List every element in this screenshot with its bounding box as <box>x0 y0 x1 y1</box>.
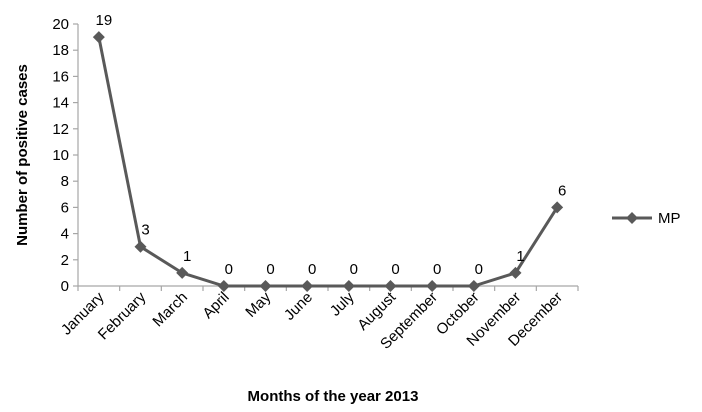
data-label: 0 <box>266 261 274 278</box>
y-axis: 0 2 4 6 8 10 12 14 16 18 20 <box>52 16 79 295</box>
x-axis-title: Months of the year 2013 <box>248 388 419 405</box>
data-point-marker <box>217 280 230 292</box>
data-point-marker <box>176 266 189 279</box>
data-label: 0 <box>308 261 316 278</box>
data-point-marker <box>259 280 272 292</box>
y-tick-label: 16 <box>52 68 69 85</box>
legend-label: MP <box>658 210 681 227</box>
series-line <box>97 36 559 288</box>
legend: MP <box>612 210 681 227</box>
y-tick-label: 6 <box>61 199 69 216</box>
data-point-marker <box>384 280 397 292</box>
data-point-marker <box>509 266 522 279</box>
data-label: 0 <box>391 261 399 278</box>
data-point-marker <box>301 280 314 292</box>
data-label: 0 <box>350 261 358 278</box>
series-mp <box>92 31 564 292</box>
data-point-marker <box>426 280 439 292</box>
x-tick-label: March <box>149 289 190 330</box>
x-tick-label: May <box>242 288 274 320</box>
y-tick-label: 4 <box>61 226 69 243</box>
data-label: 0 <box>433 261 441 278</box>
y-axis-title: Number of positive cases <box>14 64 31 246</box>
y-tick-label: 18 <box>52 42 69 59</box>
data-label: 1 <box>516 248 524 265</box>
data-label: 1 <box>183 248 191 265</box>
data-label: 19 <box>95 12 112 29</box>
data-label: 0 <box>225 261 233 278</box>
y-tick-label: 0 <box>61 278 69 295</box>
x-tick-label: June <box>281 289 316 324</box>
data-point-marker <box>551 201 564 214</box>
data-labels: 19 3 1 0 0 0 0 0 0 0 1 6 <box>95 12 566 278</box>
data-label: 6 <box>558 182 566 199</box>
legend-marker <box>626 212 638 224</box>
y-tick-label: 20 <box>52 16 69 33</box>
data-point-marker <box>342 280 355 292</box>
x-tick-label: April <box>199 289 232 322</box>
y-tick-label: 14 <box>52 95 69 112</box>
y-tick-label: 10 <box>52 147 69 164</box>
data-point-marker <box>134 240 147 253</box>
y-tick-label: 2 <box>61 252 69 269</box>
x-tick-label: July <box>327 288 358 319</box>
y-tick-label: 12 <box>52 121 69 138</box>
data-label: 0 <box>475 261 483 278</box>
data-point-marker <box>467 280 480 292</box>
data-label: 3 <box>141 222 149 239</box>
data-point-marker <box>92 31 105 44</box>
y-tick-label: 8 <box>61 173 69 190</box>
